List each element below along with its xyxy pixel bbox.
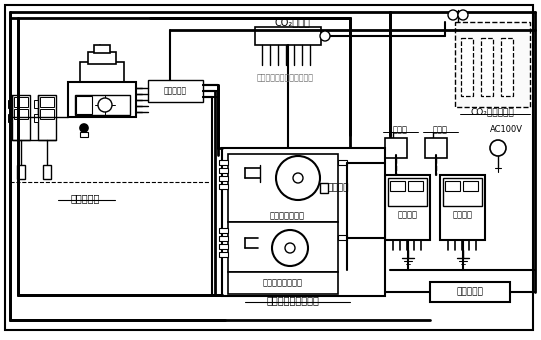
Bar	[219, 228, 228, 233]
Circle shape	[293, 173, 303, 183]
Bar	[76, 96, 92, 114]
Text: CO₂分配器: CO₂分配器	[274, 17, 310, 27]
Bar	[68, 82, 136, 117]
Text: 制御操作箱: 制御操作箱	[163, 86, 187, 96]
Bar	[94, 45, 110, 53]
Bar	[80, 132, 88, 137]
Bar	[97, 58, 103, 62]
Text: 溶接電源: 溶接電源	[398, 210, 418, 220]
Bar	[430, 282, 510, 302]
Circle shape	[276, 156, 320, 200]
Bar	[80, 62, 124, 82]
Circle shape	[272, 230, 308, 266]
Bar	[219, 176, 228, 181]
Text: CO₂集合ボンベ: CO₂集合ボンベ	[470, 107, 514, 117]
Bar	[219, 236, 228, 241]
Bar	[14, 109, 28, 119]
Bar	[228, 222, 338, 272]
Text: AC100V: AC100V	[490, 125, 523, 135]
Bar	[75, 95, 130, 115]
Bar	[440, 175, 485, 240]
Bar	[148, 80, 203, 102]
Bar	[38, 95, 56, 140]
Bar	[219, 160, 228, 165]
Text: 分電盤: 分電盤	[393, 125, 407, 135]
Text: ワイヤ送給中継箱: ワイヤ送給中継箱	[263, 278, 303, 288]
Circle shape	[285, 243, 295, 253]
Bar	[463, 181, 478, 191]
Bar	[445, 181, 460, 191]
Circle shape	[98, 98, 112, 112]
Bar	[88, 52, 116, 64]
Bar	[425, 138, 447, 158]
Text: 電源中継箱: 電源中継箱	[457, 288, 484, 296]
Text: ワイヤ送給ユニット: ワイヤ送給ユニット	[267, 295, 319, 305]
Bar	[40, 97, 54, 107]
Bar	[390, 181, 405, 191]
Circle shape	[448, 10, 458, 20]
Bar	[40, 109, 54, 119]
Bar	[14, 97, 28, 107]
Bar	[8, 100, 12, 108]
Bar	[385, 175, 430, 240]
Bar	[34, 114, 38, 122]
Bar	[228, 272, 338, 294]
Text: 他のワイヤ送給装置に接続: 他のワイヤ送給装置に接続	[256, 73, 313, 83]
Bar	[219, 168, 228, 173]
Bar	[219, 184, 228, 189]
Text: 溶接機本体: 溶接機本体	[70, 193, 100, 203]
Bar	[408, 181, 423, 191]
Text: 分電盤: 分電盤	[432, 125, 447, 135]
Bar	[17, 165, 25, 179]
Bar	[501, 38, 513, 96]
Bar	[443, 178, 482, 206]
Bar	[222, 148, 385, 296]
Bar	[481, 38, 493, 96]
Text: 溶接電源: 溶接電源	[453, 210, 473, 220]
Bar	[320, 183, 328, 193]
Circle shape	[80, 124, 88, 132]
Bar	[455, 22, 530, 107]
Bar	[338, 160, 347, 165]
Bar	[255, 27, 321, 45]
Bar	[43, 165, 51, 179]
Bar	[219, 252, 228, 257]
Text: ワイヤ送給装置: ワイヤ送給装置	[270, 211, 305, 221]
Bar	[338, 235, 347, 240]
Circle shape	[458, 10, 468, 20]
Bar	[228, 154, 338, 222]
Text: シャント: シャント	[327, 184, 349, 192]
Bar	[388, 178, 427, 206]
Bar	[461, 38, 473, 96]
Bar	[8, 114, 12, 122]
Bar	[219, 244, 228, 249]
Bar	[385, 138, 407, 158]
Circle shape	[320, 31, 330, 41]
Bar	[12, 95, 30, 140]
Bar	[34, 100, 38, 108]
Circle shape	[490, 140, 506, 156]
